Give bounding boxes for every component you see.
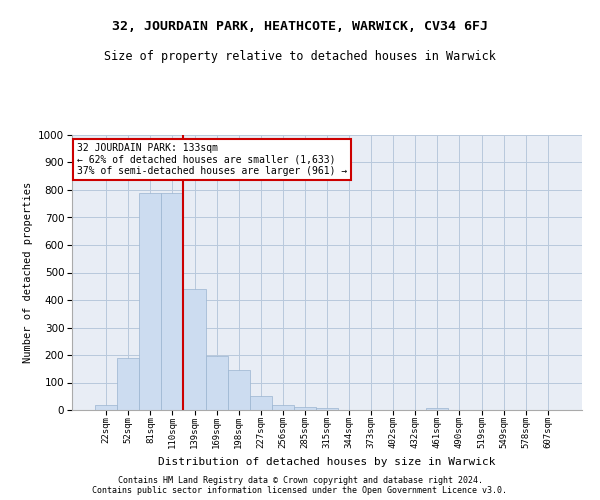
Bar — [139, 192, 161, 410]
Text: Contains public sector information licensed under the Open Government Licence v3: Contains public sector information licen… — [92, 486, 508, 495]
Text: 32 JOURDAIN PARK: 133sqm
← 62% of detached houses are smaller (1,633)
37% of sem: 32 JOURDAIN PARK: 133sqm ← 62% of detach… — [77, 143, 347, 176]
Bar — [272, 406, 294, 410]
Bar — [227, 370, 250, 410]
Bar — [427, 408, 448, 410]
Y-axis label: Number of detached properties: Number of detached properties — [23, 182, 32, 363]
Bar — [250, 396, 272, 410]
Bar — [117, 358, 139, 410]
Bar — [316, 408, 338, 410]
Bar — [294, 406, 316, 410]
X-axis label: Distribution of detached houses by size in Warwick: Distribution of detached houses by size … — [158, 457, 496, 467]
Text: Contains HM Land Registry data © Crown copyright and database right 2024.: Contains HM Land Registry data © Crown c… — [118, 476, 482, 485]
Bar — [206, 356, 227, 410]
Bar — [95, 405, 117, 410]
Bar — [184, 289, 206, 410]
Text: Size of property relative to detached houses in Warwick: Size of property relative to detached ho… — [104, 50, 496, 63]
Bar — [161, 192, 184, 410]
Text: 32, JOURDAIN PARK, HEATHCOTE, WARWICK, CV34 6FJ: 32, JOURDAIN PARK, HEATHCOTE, WARWICK, C… — [112, 20, 488, 33]
